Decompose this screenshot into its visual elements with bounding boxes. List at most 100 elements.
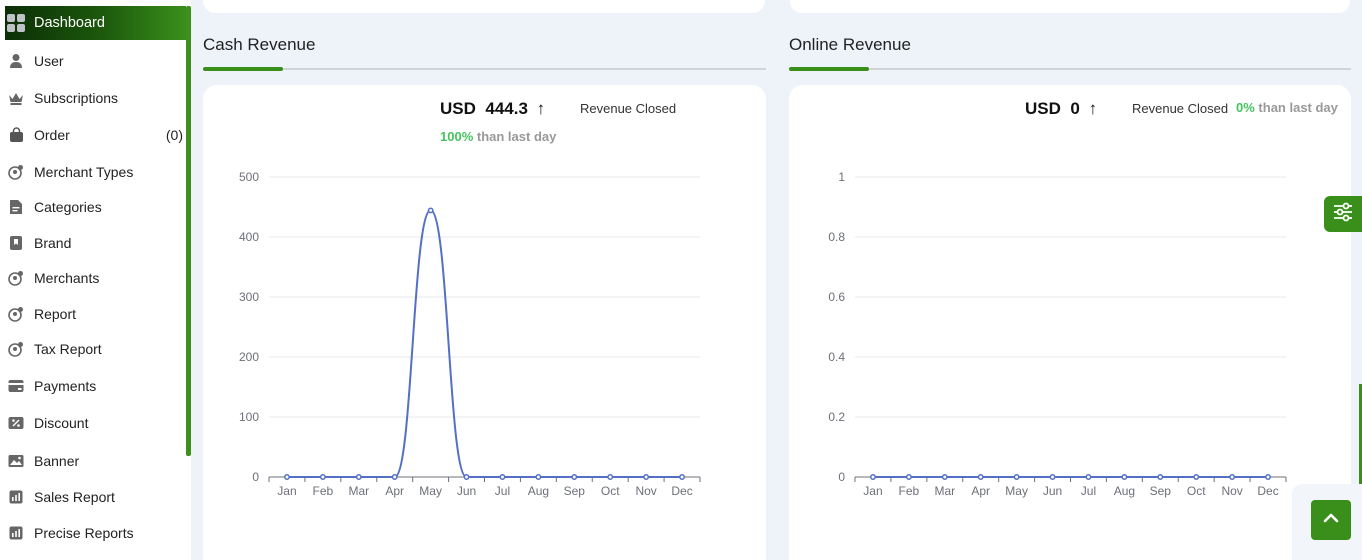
data-point[interactable] (535, 474, 542, 480)
bag-icon (7, 126, 25, 144)
sidebar-item-discount[interactable]: Discount (5, 408, 186, 438)
x-tick-label: Sep (564, 484, 586, 498)
data-point[interactable] (1049, 474, 1056, 480)
sidebar-item-categories[interactable]: Categories (5, 192, 186, 222)
grid-icon (7, 14, 25, 32)
data-point[interactable] (905, 474, 912, 480)
sidebar-item-order[interactable]: Order (0) (5, 120, 186, 150)
order-count-badge: (0) (165, 127, 183, 143)
sidebar-item-label: Subscriptions (34, 90, 119, 106)
sidebar-item-label: Merchant Types (34, 164, 134, 180)
cash-amount: USD 444.3 ↑ (440, 99, 545, 119)
y-tick-label: 400 (239, 230, 259, 244)
change-percent: 0% than last day (1236, 100, 1338, 115)
title-accent (203, 67, 283, 71)
x-tick-label: Apr (971, 484, 990, 498)
data-point[interactable] (1121, 474, 1128, 480)
sidebar-item-dashboard[interactable]: Dashboard (5, 6, 186, 40)
revenue-closed-label: Revenue Closed (580, 101, 677, 116)
x-tick-label: Apr (385, 484, 404, 498)
x-tick-label: Aug (1114, 484, 1135, 498)
data-point[interactable] (284, 474, 290, 480)
cash-revenue-title: Cash Revenue (203, 35, 316, 54)
x-tick-label: Dec (1257, 484, 1278, 498)
data-point[interactable] (1193, 474, 1200, 480)
sidebar-item-label: Dashboard (34, 15, 105, 31)
settings-toggle-button[interactable] (1324, 196, 1362, 232)
data-point[interactable] (1085, 474, 1092, 480)
data-point[interactable] (391, 474, 398, 480)
discount-icon (7, 414, 25, 432)
sidebar-item-merchants[interactable]: Merchants (5, 263, 186, 293)
sidebar-item-tax-report[interactable]: Tax Report (5, 334, 186, 364)
sidebar-item-payments[interactable]: Payments (5, 371, 186, 401)
sidebar-item-label: Merchants (34, 270, 100, 286)
data-point[interactable] (977, 474, 984, 480)
y-tick-label: 200 (239, 350, 259, 364)
sidebar-item-label: User (34, 53, 64, 69)
data-point[interactable] (1229, 474, 1236, 480)
y-tick-label: 1 (838, 170, 845, 184)
y-tick-label: 0 (252, 470, 259, 484)
x-tick-label: Sep (1150, 484, 1172, 498)
data-point[interactable] (870, 474, 876, 480)
data-point[interactable] (499, 474, 506, 480)
y-tick-label: 300 (239, 290, 259, 304)
sidebar-item-sales-report[interactable]: Sales Report (5, 482, 186, 512)
data-point[interactable] (571, 474, 578, 480)
bookmark-icon (7, 234, 25, 252)
data-point[interactable] (679, 474, 685, 480)
online-revenue-chart: 0 0.2 0.4 0.6 0.8 1 Jan Feb Mar Apr May Jun Jul Aug Se… (828, 170, 1287, 498)
x-tick-label: Jun (1043, 484, 1062, 498)
chevron-up-icon (1321, 508, 1341, 533)
data-point[interactable] (643, 474, 650, 480)
y-tick-label: 100 (239, 410, 259, 424)
data-point[interactable] (1013, 474, 1020, 480)
sidebar-item-label: Payments (34, 378, 97, 394)
top-card-right (790, 0, 1350, 13)
sidebar-scrollbar[interactable] (186, 6, 191, 456)
x-tick-label: Jul (1081, 484, 1096, 498)
sliders-icon (1332, 201, 1354, 228)
merchant-icon (7, 305, 25, 323)
sidebar-item-merchant-types[interactable]: Merchant Types (5, 157, 186, 187)
image-icon (7, 452, 25, 470)
data-point[interactable] (427, 207, 434, 214)
divider (789, 68, 1351, 70)
percent-value: 100% (440, 129, 474, 144)
y-tick-label: 0.2 (828, 410, 845, 424)
x-tick-label: Aug (528, 484, 549, 498)
sidebar-item-precise-reports[interactable]: Precise Reports (5, 518, 186, 548)
data-point[interactable] (607, 474, 614, 480)
cash-revenue-chart: 0 100 200 300 400 500 Jan Feb Mar Apr May Jun Jul Aug… (239, 170, 701, 498)
arrow-up-icon: ↑ (1088, 99, 1098, 118)
sidebar-item-brand[interactable]: Brand (5, 228, 186, 258)
sidebar-item-label: Discount (34, 415, 89, 431)
x-tick-label: Oct (601, 484, 620, 498)
data-point[interactable] (319, 474, 326, 480)
sidebar-item-subscriptions[interactable]: Subscriptions (5, 83, 186, 113)
data-point[interactable] (1157, 474, 1164, 480)
sidebar-item-banner[interactable]: Banner (5, 446, 186, 476)
merchant-icon (7, 340, 25, 358)
y-tick-label: 0.4 (828, 350, 845, 364)
data-point[interactable] (463, 474, 470, 480)
x-tick-label: Feb (313, 484, 334, 498)
user-icon (7, 52, 25, 70)
x-tick-label: Jan (863, 484, 882, 498)
data-point[interactable] (941, 474, 948, 480)
data-point[interactable] (1265, 474, 1271, 480)
online-revenue-title: Online Revenue (789, 35, 911, 54)
cash-revenue-card: USD 444.3 ↑ Revenue Closed 100% than las… (203, 85, 766, 560)
x-tick-label: Oct (1187, 484, 1206, 498)
sidebar: Dashboard User Subscriptions Order (0) Merch… (0, 0, 191, 560)
sidebar-item-report[interactable]: Report (5, 299, 186, 329)
data-point[interactable] (355, 474, 362, 480)
x-tick-label: Dec (671, 484, 692, 498)
amount-value: 0 (1070, 99, 1080, 118)
sidebar-item-user[interactable]: User (5, 46, 186, 76)
percent-suffix: than last day (1258, 100, 1338, 115)
scroll-to-top-button[interactable] (1311, 500, 1351, 540)
page-scrollbar[interactable] (1359, 384, 1362, 484)
y-tick-label: 0 (838, 470, 845, 484)
